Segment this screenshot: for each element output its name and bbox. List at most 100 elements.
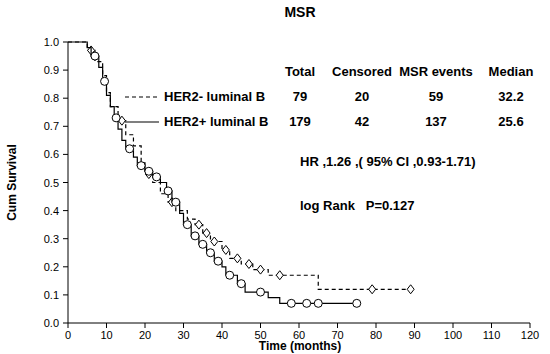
legend-label: HER2- luminal B bbox=[164, 89, 265, 104]
censor-marker bbox=[314, 299, 322, 307]
y-tick bbox=[63, 182, 68, 183]
x-tick-label: 40 bbox=[216, 329, 228, 341]
censor-marker bbox=[101, 77, 109, 85]
x-tick-label: 120 bbox=[521, 329, 539, 341]
censor-marker bbox=[145, 167, 153, 175]
x-tick bbox=[414, 323, 415, 328]
x-tick bbox=[299, 323, 300, 328]
censor-marker bbox=[172, 198, 180, 206]
censor-marker bbox=[112, 114, 120, 122]
censor-marker bbox=[222, 245, 229, 254]
censor-marker bbox=[126, 145, 134, 153]
table-header: MSR events bbox=[399, 64, 473, 79]
x-tick-label: 90 bbox=[408, 329, 420, 341]
x-tick bbox=[145, 323, 146, 328]
survival-curve bbox=[68, 42, 357, 303]
censor-marker bbox=[245, 259, 252, 268]
censor-marker bbox=[276, 271, 283, 280]
x-tick bbox=[106, 323, 107, 328]
censor-marker bbox=[199, 240, 207, 248]
censor-marker bbox=[211, 237, 218, 246]
y-tick-label: 0.5 bbox=[44, 177, 59, 189]
table-cell: 137 bbox=[425, 114, 447, 129]
censor-marker bbox=[303, 299, 311, 307]
x-tick bbox=[260, 323, 261, 328]
y-tick-label: 0.4 bbox=[44, 205, 59, 217]
table-header: Censored bbox=[332, 64, 392, 79]
x-tick bbox=[530, 323, 531, 328]
y-tick-label: 0.0 bbox=[44, 317, 59, 329]
y-tick bbox=[63, 210, 68, 211]
y-tick-label: 1.0 bbox=[44, 36, 59, 48]
censor-marker bbox=[206, 249, 214, 257]
censor-marker bbox=[234, 254, 241, 263]
table-cell: 79 bbox=[293, 89, 307, 104]
y-tick-label: 0.8 bbox=[44, 92, 59, 104]
x-tick-label: 20 bbox=[139, 329, 151, 341]
y-tick-label: 0.7 bbox=[44, 120, 59, 132]
chart: MSR 0.0 0.1 0.2 0.3 0.4 0.5 0.6 0.7 0.8 0.9 1.0 0 10 2… bbox=[0, 0, 550, 354]
y-tick bbox=[63, 294, 68, 295]
censor-marker bbox=[191, 232, 199, 240]
y-tick bbox=[63, 323, 68, 324]
x-tick bbox=[222, 323, 223, 328]
title: MSR bbox=[284, 4, 315, 20]
y-tick-label: 0.1 bbox=[44, 289, 59, 301]
y-tick-label: 0.9 bbox=[44, 64, 59, 76]
y-tick bbox=[63, 42, 68, 43]
x-tick-label: 0 bbox=[65, 329, 71, 341]
censor-marker bbox=[353, 299, 361, 307]
legend-swatch bbox=[125, 96, 159, 97]
censor-marker bbox=[369, 285, 376, 294]
y-tick bbox=[63, 98, 68, 99]
x-tick-label: 100 bbox=[444, 329, 462, 341]
censor-marker bbox=[203, 229, 210, 238]
censor-marker bbox=[257, 265, 264, 274]
x-tick bbox=[453, 323, 454, 328]
table-cell: 25.6 bbox=[498, 114, 523, 129]
y-tick bbox=[63, 154, 68, 155]
annotation: HR ,1.26 ,( 95% CI ,0.93-1.71) bbox=[300, 154, 476, 169]
censor-marker bbox=[183, 221, 191, 229]
y-tick bbox=[63, 238, 68, 239]
table-cell: 32.2 bbox=[498, 89, 523, 104]
x-tick bbox=[68, 323, 69, 328]
censor-marker bbox=[164, 187, 172, 195]
x-tick bbox=[183, 323, 184, 328]
x-tick-label: 110 bbox=[483, 329, 501, 341]
censor-marker bbox=[214, 257, 222, 265]
y-axis-label: Cum Survival bbox=[5, 144, 19, 221]
table-cell: 59 bbox=[429, 89, 443, 104]
annotation: log Rank P=0.127 bbox=[300, 198, 415, 213]
legend-label: HER2+ luminal B bbox=[164, 114, 268, 129]
x-tick-label: 30 bbox=[177, 329, 189, 341]
plot-area bbox=[68, 42, 414, 307]
censor-marker bbox=[153, 173, 161, 181]
censor-marker bbox=[287, 299, 295, 307]
table-cell: 179 bbox=[289, 114, 311, 129]
table-header: Total bbox=[285, 64, 315, 79]
table-header: Median bbox=[489, 64, 534, 79]
censor-marker bbox=[257, 288, 265, 296]
y-tick-label: 0.3 bbox=[44, 233, 59, 245]
x-tick bbox=[337, 323, 338, 328]
censor-marker bbox=[91, 52, 99, 60]
y-tick-label: 0.6 bbox=[44, 148, 59, 160]
x-axis-label: Time (months) bbox=[259, 339, 341, 353]
x-tick bbox=[491, 323, 492, 328]
y-tick bbox=[63, 126, 68, 127]
censor-marker bbox=[407, 285, 414, 294]
table-cell: 42 bbox=[355, 114, 369, 129]
table-cell: 20 bbox=[355, 89, 369, 104]
x-tick-label: 80 bbox=[370, 329, 382, 341]
censor-marker bbox=[226, 271, 234, 279]
censor-marker bbox=[237, 280, 245, 288]
censor-marker bbox=[137, 162, 145, 170]
y-tick bbox=[63, 266, 68, 267]
x-tick bbox=[376, 323, 377, 328]
x-tick-label: 10 bbox=[100, 329, 112, 341]
legend-swatch bbox=[125, 121, 159, 122]
y-tick-label: 0.2 bbox=[44, 261, 59, 273]
censor-marker bbox=[195, 220, 202, 229]
y-tick bbox=[63, 70, 68, 71]
